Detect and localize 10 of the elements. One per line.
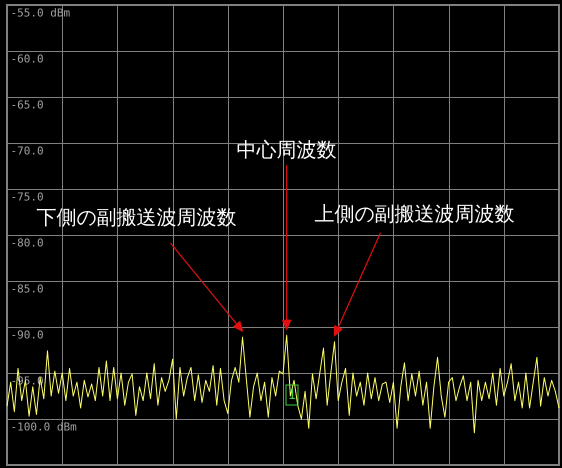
y-tick-label: -70.0 (10, 144, 44, 158)
y-tick-label: -90.0 (10, 328, 44, 342)
annotation: 下側の副搬送波周波数 (36, 205, 237, 230)
y-tick-label: -80.0 (10, 236, 44, 250)
y-tick-label: -65.0 (10, 98, 44, 112)
annotation: 中心周波数 (236, 137, 337, 162)
annotation: 上側の副搬送波周波数 (314, 202, 515, 226)
y-tick-label: -85.0 (10, 282, 44, 296)
y-tick-label: -60.0 (10, 52, 44, 66)
y-tick-label: -75.0 (10, 190, 44, 204)
